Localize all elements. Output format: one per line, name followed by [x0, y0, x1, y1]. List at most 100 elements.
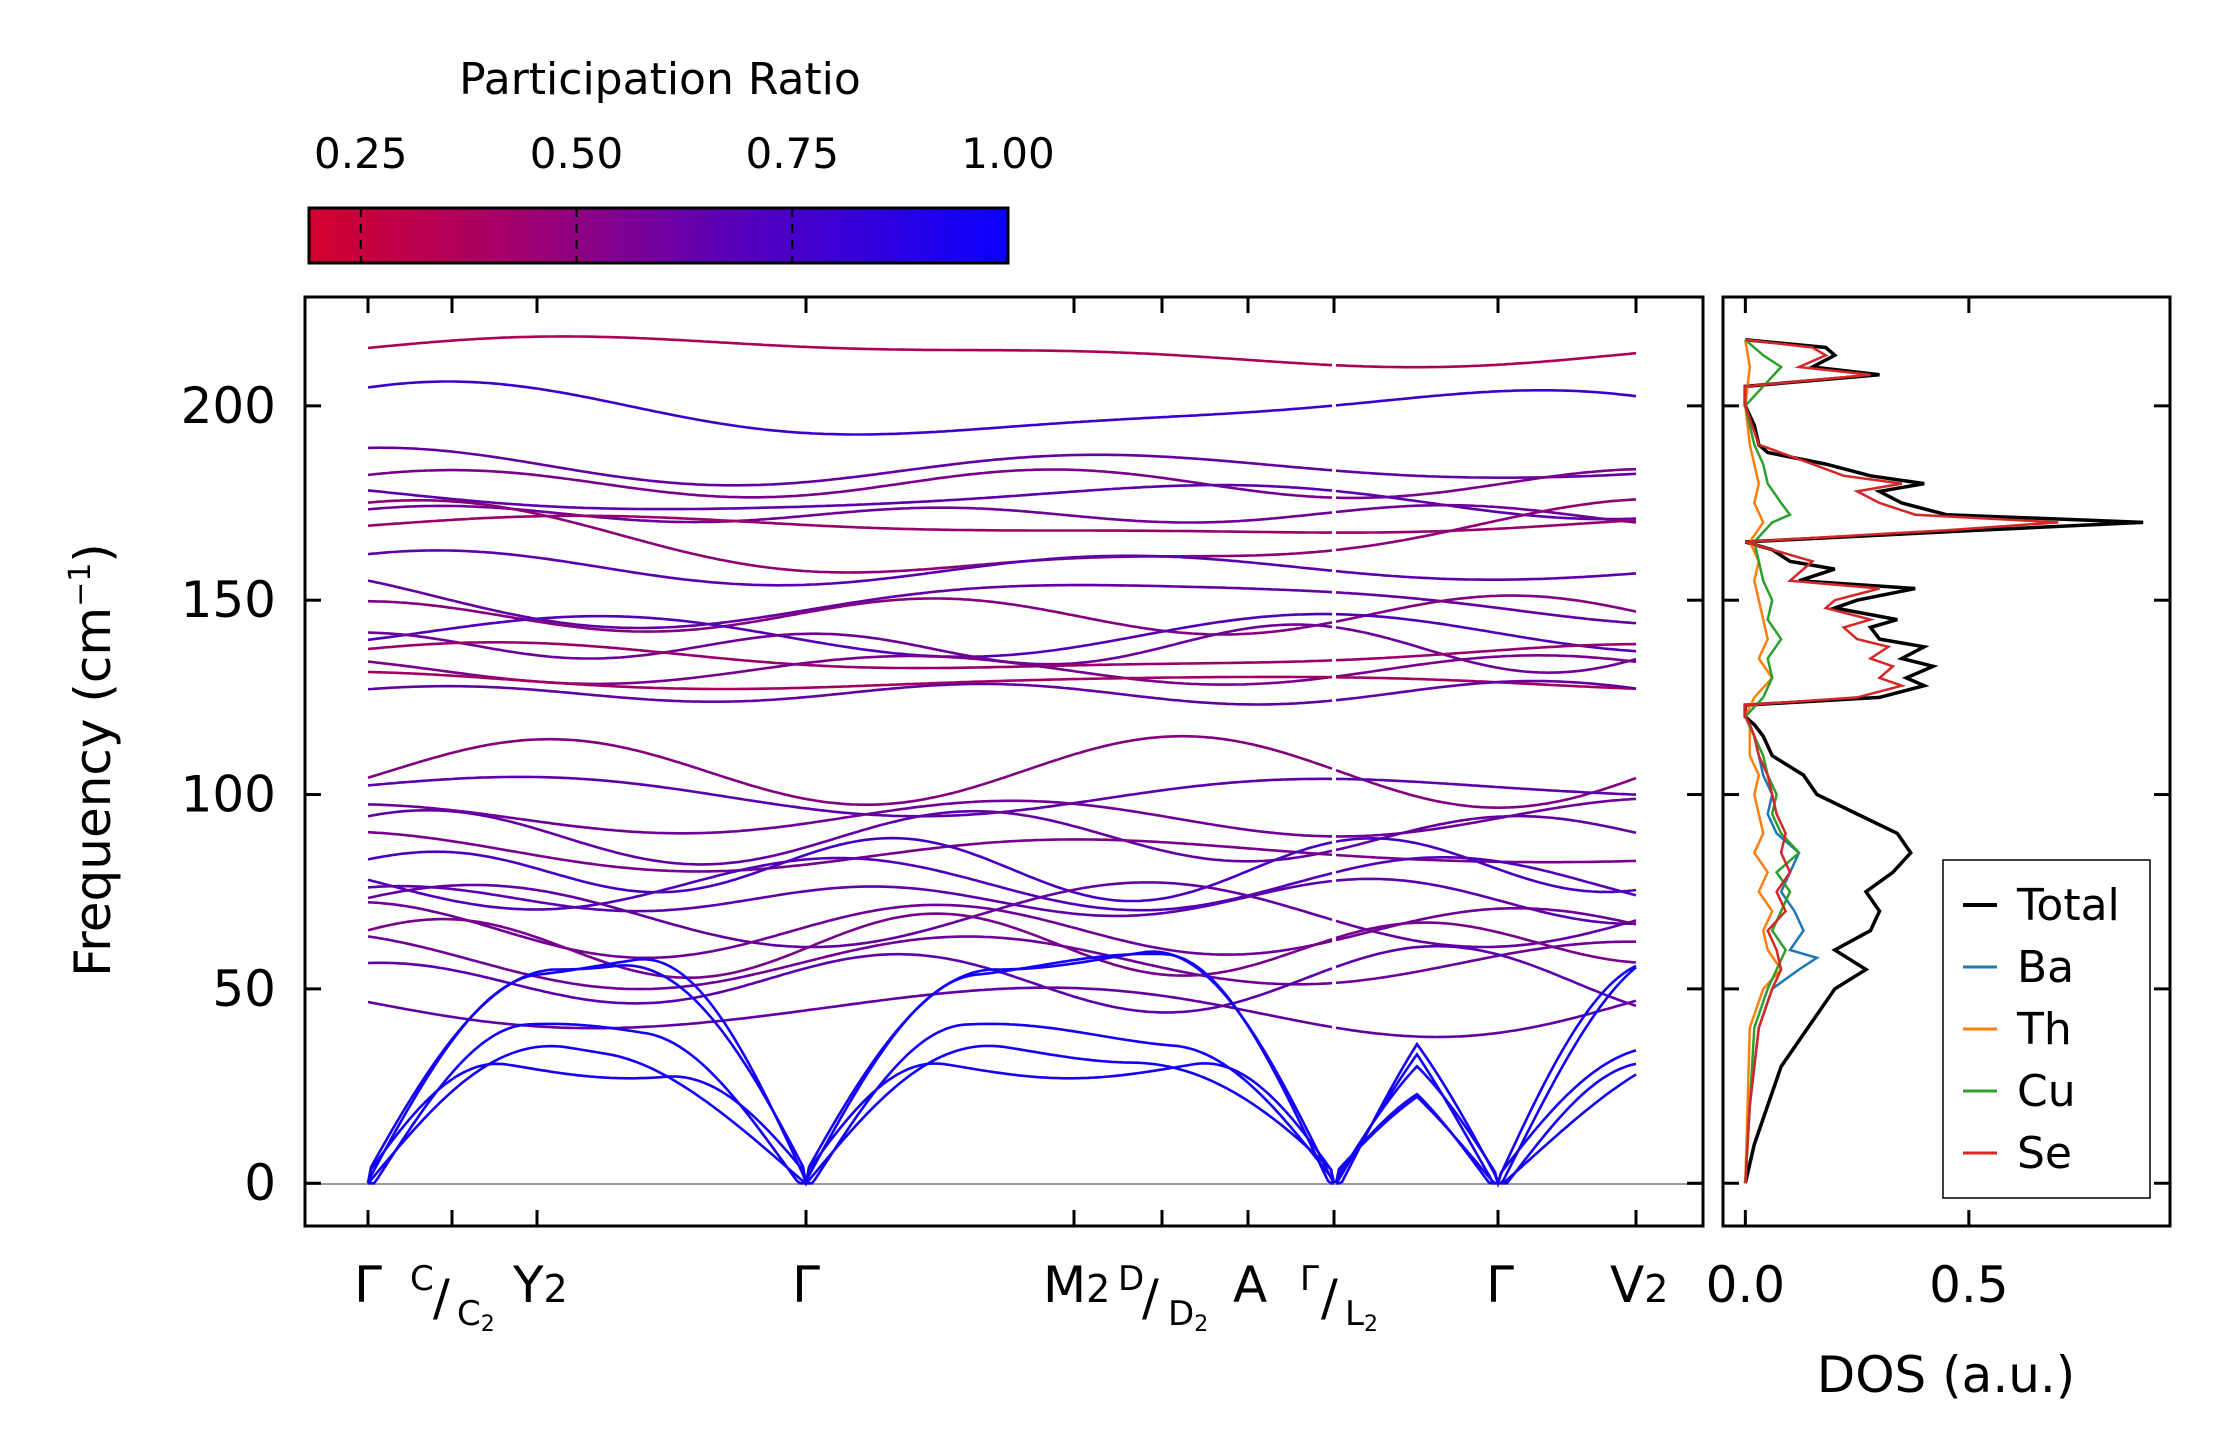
optical-branch — [1335, 944, 1637, 1008]
y-tick-label: 200 — [181, 377, 276, 435]
optical-branch — [367, 734, 1333, 806]
acoustic-branch — [368, 1022, 1336, 1185]
y-axis-label: Frequency (cm−1) — [63, 543, 122, 977]
dos-x-tick-label: 0.0 — [1706, 1256, 1786, 1314]
optical-branch — [367, 809, 1333, 866]
label-gamma-1: Γ — [354, 1256, 382, 1314]
optical-branch — [1335, 919, 1637, 949]
optical-branch — [367, 483, 1333, 511]
optical-branch — [1335, 351, 1637, 369]
optical-branch — [1335, 503, 1637, 524]
label-gamma-top: Γ — [1300, 1259, 1319, 1299]
optical-branch — [1335, 877, 1637, 925]
dos-series-total — [1743, 338, 2144, 1184]
optical-branch — [1335, 569, 1637, 581]
acoustic-branch — [1334, 966, 1637, 1185]
optical-branch — [367, 504, 1333, 524]
optical-branch — [1335, 594, 1637, 623]
label-l-slash: / — [1321, 1269, 1338, 1327]
colorbar-tick-label: 0.50 — [530, 129, 624, 178]
label-d-bottom: D2 — [1168, 1294, 1208, 1337]
label-v2: V2 — [1610, 1256, 1668, 1314]
dos-x-ticks: 0.0 0.5 — [1706, 297, 2009, 1314]
colorbar-tick-label: 1.00 — [961, 129, 1055, 178]
optical-branch — [1335, 389, 1637, 407]
y-tick-label: 50 — [212, 960, 276, 1018]
dos-series-cu — [1743, 338, 1801, 1184]
optical-branch — [367, 881, 1333, 949]
dos-panel: 0.0 0.5 DOS (a.u.) Total Ba Th Cu Se — [1706, 295, 2172, 1404]
optical-branch — [367, 799, 1333, 838]
legend-label: Se — [2017, 1128, 2072, 1179]
optical-branch — [367, 901, 1333, 960]
optical-branch — [1335, 642, 1637, 662]
band-frame — [303, 295, 1705, 1228]
optical-branch — [1335, 489, 1637, 521]
label-l-bottom: L2 — [1345, 1294, 1378, 1337]
optical-branch — [1335, 768, 1637, 809]
optical-branch — [1335, 469, 1637, 479]
optical-branch — [367, 830, 1333, 873]
optical-branch — [367, 775, 1333, 818]
label-m2: M2 — [1043, 1256, 1110, 1314]
optical-branch — [367, 836, 1333, 903]
optical-branch — [367, 641, 1333, 670]
label-gamma-2: Γ — [792, 1256, 820, 1314]
optical-branch — [1335, 853, 1637, 864]
dos-x-axis-label: DOS (a.u.) — [1817, 1346, 2076, 1404]
optical-branch — [367, 597, 1333, 636]
dos-curves — [1743, 338, 2144, 1184]
legend-items: Total Ba Th Cu Se — [1963, 880, 2120, 1179]
legend-label: Th — [2016, 1004, 2072, 1055]
optical-branch — [367, 986, 1333, 1030]
optical-branch — [1335, 654, 1637, 678]
colorbar-title: Participation Ratio — [459, 54, 861, 105]
dos-y-ticks — [1723, 404, 2170, 1185]
band-structure-panel: 0 50 100 150 200 Frequency (cm−1) Γ C / C2 Y… — [63, 295, 1705, 1337]
dos-frame — [1721, 295, 2172, 1228]
colorbar: Participation Ratio 0.25 0.50 0.75 1.00 — [307, 54, 1055, 265]
y-tick-label: 100 — [181, 766, 276, 824]
optical-branch — [1335, 626, 1637, 675]
optical-branch — [1336, 797, 1637, 838]
colorbar-gradient — [307, 206, 1010, 265]
label-c-bottom: C2 — [457, 1294, 495, 1337]
colorbar-tick-label: 0.25 — [314, 129, 408, 178]
label-d-top: D — [1118, 1259, 1144, 1299]
y-tick-label: 150 — [181, 571, 276, 629]
label-a: A — [1233, 1256, 1267, 1314]
optical-branch — [1335, 498, 1637, 552]
optical-branch — [1336, 777, 1637, 796]
optical-branch — [1335, 591, 1637, 625]
optical-branch — [1335, 814, 1637, 852]
label-d-slash: / — [1142, 1269, 1159, 1327]
acoustic-branch — [1334, 1049, 1637, 1189]
optical-branch — [1336, 518, 1637, 534]
acoustic-branch — [1336, 964, 1637, 1188]
optical-branch — [1335, 679, 1637, 702]
acoustic-branch — [366, 950, 1336, 1184]
optical-branch — [367, 468, 1333, 499]
optical-branch — [367, 856, 1333, 912]
legend-label: Cu — [2017, 1066, 2076, 1117]
optical-branch — [367, 335, 1333, 367]
band-x-ticks — [366, 297, 1638, 1226]
optical-branch — [367, 514, 1332, 534]
optical-branch — [367, 670, 1332, 691]
label-c-top: C — [410, 1259, 434, 1299]
acoustic-branch — [366, 1062, 1336, 1184]
acoustic-branch — [366, 952, 1334, 1187]
optical-branch — [367, 579, 1333, 630]
dos-series-se — [1744, 338, 2059, 1184]
optical-branch — [367, 549, 1333, 587]
colorbar-ticks: 0.25 0.50 0.75 1.00 — [314, 129, 1055, 263]
optical-branch — [1335, 836, 1637, 894]
optical-branch — [367, 912, 1333, 979]
optical-branch — [367, 879, 1333, 918]
phonon-bands — [366, 335, 1637, 1189]
acoustic-branch — [1334, 1062, 1637, 1185]
y-tick-label: 0 — [244, 1154, 276, 1212]
high-symmetry-labels: Γ C / C2 Y2 Γ M2 D / D2 A Γ / L2 Γ V2 — [354, 1256, 1668, 1337]
optical-branch — [367, 682, 1333, 706]
